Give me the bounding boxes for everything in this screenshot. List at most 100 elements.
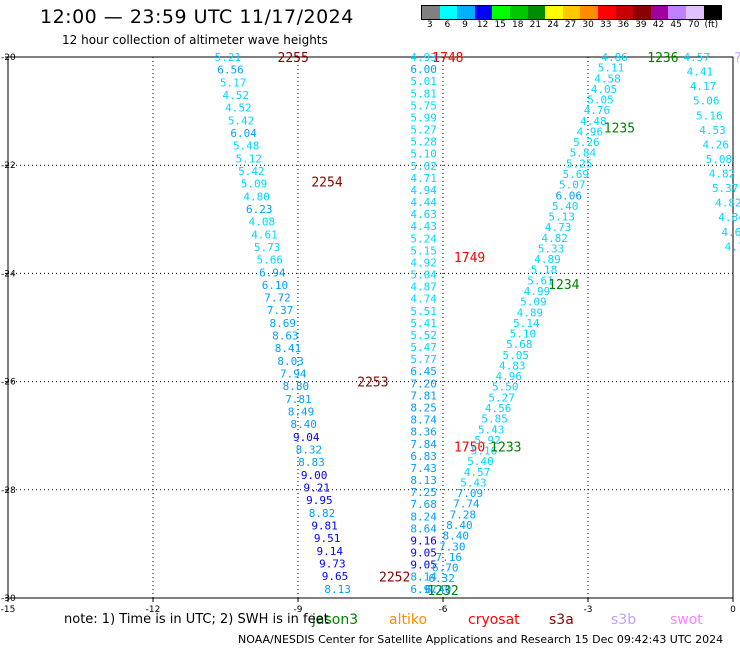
- swh-value: 5.01: [410, 75, 437, 88]
- swh-value: 8.82: [309, 507, 336, 520]
- mission-legend: jason3 altiko cryosat s3a s3b swot: [0, 612, 740, 630]
- swh-value: 6.23: [246, 203, 273, 216]
- swh-value: 8.63: [272, 330, 299, 343]
- swh-value: 8.41: [275, 342, 302, 355]
- swh-value: 5.28: [410, 136, 437, 149]
- color-swatch: [685, 6, 704, 19]
- swh-value: 5.21: [215, 51, 242, 64]
- mission-label-altiko: altiko: [389, 612, 428, 628]
- footnote: note: 1) Time is in UTC; 2) SWH is in fe…: [64, 612, 329, 627]
- swh-value: 5.43: [478, 423, 505, 436]
- swh-value: 4.57: [464, 466, 491, 479]
- swh-value: 7.81: [285, 393, 312, 406]
- swh-value: 8.69: [270, 317, 297, 330]
- swh-value: 5.04: [410, 269, 437, 282]
- swh-value: 4.44: [410, 196, 437, 209]
- swh-value: 6.06: [555, 189, 582, 202]
- swh-value: 5.24: [410, 232, 437, 245]
- swh-value: 5.42: [228, 114, 255, 127]
- pass-time-label: 1750: [454, 441, 485, 456]
- swh-value: 4.96: [495, 370, 522, 383]
- color-swatch: [492, 6, 510, 19]
- swh-value: 7.74: [453, 498, 480, 511]
- swh-value: 6.56: [217, 64, 244, 77]
- swh-value: 8.25: [410, 402, 437, 415]
- swh-value: 8.13: [324, 583, 351, 596]
- x-tick-label: 0: [730, 605, 736, 615]
- color-swatch: [527, 6, 546, 19]
- color-swatch: [439, 6, 458, 19]
- swh-value: 9.21: [303, 482, 330, 495]
- swh-value: 5.40: [467, 455, 494, 468]
- pass-time-label: 2255: [278, 51, 309, 66]
- swh-value: 5.77: [410, 353, 437, 366]
- pass-time-label: 1749: [454, 251, 485, 266]
- swh-value: 9.65: [322, 570, 349, 583]
- swh-value: 4.84: [718, 211, 740, 224]
- color-scale-label: 3: [426, 20, 433, 30]
- swh-value: 5.40: [552, 200, 579, 213]
- swh-value: 8.83: [298, 456, 325, 469]
- pass-time-label: 1234: [548, 278, 579, 293]
- swh-value: 4.56: [485, 402, 512, 415]
- swh-value: 4.05: [591, 83, 618, 96]
- swh-value: 8.14: [410, 571, 437, 584]
- swh-value: 5.07: [559, 179, 586, 192]
- swh-value: 8.49: [288, 406, 315, 419]
- color-scale-label: 15: [494, 20, 506, 30]
- color-swatch: [545, 6, 563, 19]
- color-scale-label: 70: [687, 20, 700, 30]
- swh-value: 4.65: [721, 226, 740, 239]
- swh-value: 9.04: [293, 431, 320, 444]
- color-scale-label: 21: [529, 20, 542, 30]
- color-scale-swatches: [421, 5, 723, 20]
- swh-value: 5.09: [241, 178, 268, 191]
- pass-time-label: 1236: [647, 51, 678, 66]
- mission-label-s3b: s3b: [611, 612, 637, 628]
- swh-value: 5.84: [570, 147, 597, 160]
- credit-line: NOAA/NESDIS Center for Satellite Applica…: [238, 633, 724, 646]
- swh-value: 4.08: [249, 216, 276, 229]
- color-swatch: [474, 6, 493, 19]
- swh-value: 8.40: [443, 530, 470, 543]
- swh-value: 5.37: [712, 182, 739, 195]
- swh-value: 4.93: [410, 51, 437, 64]
- swh-value: 8.40: [290, 418, 317, 431]
- color-swatch: [562, 6, 581, 19]
- swh-value: 6.00: [410, 63, 437, 76]
- swh-value: 5.17: [220, 76, 247, 89]
- swh-value: 4.58: [594, 72, 621, 85]
- color-swatch: [457, 6, 475, 19]
- chart-subtitle: 12 hour collection of altimeter wave hei…: [62, 33, 328, 47]
- color-swatch: [633, 6, 651, 19]
- swh-value: 4.26: [702, 138, 729, 151]
- swh-value: 4.43: [410, 220, 437, 233]
- swh-value: 5.61: [527, 274, 554, 287]
- swh-value: 4.61: [251, 228, 278, 241]
- swh-value: 4.52: [225, 102, 252, 115]
- swh-value: 4.41: [687, 66, 714, 79]
- swh-value: 5.09: [520, 296, 547, 309]
- swh-value: 9.14: [317, 545, 344, 558]
- swh-value: 7.84: [410, 438, 437, 451]
- swh-value: 5.10: [410, 148, 437, 161]
- color-scale-label: 42: [652, 20, 665, 30]
- swh-value: 5.48: [233, 140, 260, 153]
- color-scale-label: 18: [512, 20, 524, 30]
- swh-value: 9.95: [306, 494, 333, 507]
- swh-value: 5.10: [510, 328, 537, 341]
- x-tick-label: -3: [584, 605, 593, 615]
- swh-value: 5.92: [474, 434, 501, 447]
- swh-value: 4.63: [410, 208, 437, 221]
- swh-value: 7.81: [410, 389, 437, 402]
- swh-value: 5.85: [481, 413, 508, 426]
- swh-value: 8.64: [410, 522, 437, 535]
- swh-value: 5.33: [538, 242, 565, 255]
- x-tick-label: -12: [146, 605, 161, 615]
- color-swatch: [703, 6, 722, 19]
- swh-value: 4.92: [410, 256, 437, 269]
- color-scale-legend: 3 6 9 12 15 18 21 24 27 30 33 36 39 42 45 70 (ft): [421, 5, 723, 30]
- swh-value: 7.30: [439, 540, 466, 553]
- swh-value: 4.74: [410, 293, 437, 306]
- swh-value: 6.45: [410, 365, 437, 378]
